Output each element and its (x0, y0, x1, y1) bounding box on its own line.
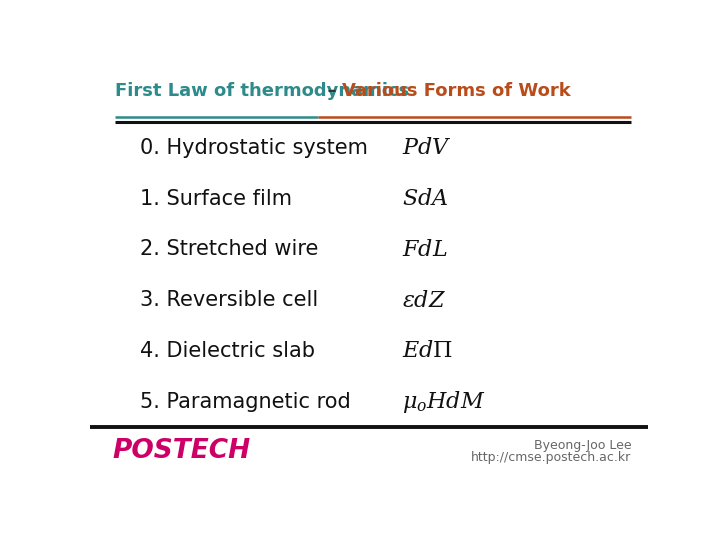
Text: $FdL$: $FdL$ (402, 239, 448, 260)
Text: Byeong-Joo Lee: Byeong-Joo Lee (534, 439, 631, 452)
Text: $PdV$: $PdV$ (402, 138, 452, 158)
Text: 1. Surface film: 1. Surface film (140, 188, 292, 208)
Text: POSTECH: POSTECH (112, 438, 251, 464)
Text: 5. Paramagnetic rod: 5. Paramagnetic rod (140, 392, 351, 411)
Text: Various Forms of Work: Various Forms of Work (342, 82, 570, 100)
Text: $\varepsilon dZ$: $\varepsilon dZ$ (402, 289, 446, 310)
Text: $\mu_o HdM$: $\mu_o HdM$ (402, 389, 486, 415)
Text: $SdA$: $SdA$ (402, 188, 449, 209)
Text: $Ed\Pi$: $Ed\Pi$ (402, 340, 454, 361)
Text: –: – (315, 82, 349, 100)
Text: 4. Dielectric slab: 4. Dielectric slab (140, 341, 315, 361)
Text: 3. Reversible cell: 3. Reversible cell (140, 290, 318, 310)
Text: First Law of thermodynamics: First Law of thermodynamics (115, 82, 410, 100)
Text: 0. Hydrostatic system: 0. Hydrostatic system (140, 138, 368, 158)
Text: 2. Stretched wire: 2. Stretched wire (140, 239, 318, 259)
Text: http://cmse.postech.ac.kr: http://cmse.postech.ac.kr (471, 451, 631, 464)
